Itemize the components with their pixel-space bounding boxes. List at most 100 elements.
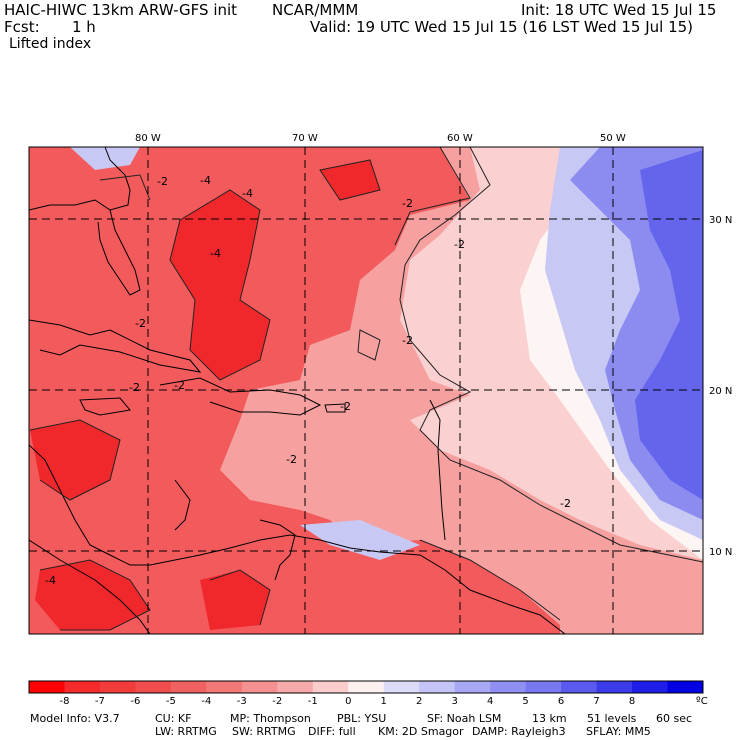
- footer-item: DAMP: Rayleigh3: [472, 725, 566, 738]
- colorbar-tick-label: -4: [201, 696, 211, 707]
- colorbar-tick-label: -5: [166, 696, 176, 707]
- colorbar-tick-label: -8: [60, 696, 70, 707]
- contour-label: -2: [129, 381, 140, 394]
- footer-item: SFLAY: MM5: [586, 725, 651, 738]
- lon-label-80w: 80 W: [135, 133, 161, 144]
- colorbar-swatch: [561, 681, 598, 693]
- colorbar-tick-label: -2: [272, 696, 282, 707]
- fcst-value: 1 h: [72, 18, 96, 36]
- deep-red-region: [170, 190, 270, 380]
- org-label: NCAR/MMM: [272, 1, 359, 19]
- lon-label-70w: 70 W: [292, 133, 318, 144]
- footer-item: LW: RRTMG: [155, 725, 217, 738]
- colorbar-swatch: [525, 681, 562, 693]
- field-name: Lifted index: [9, 36, 92, 52]
- red-region: [29, 147, 560, 634]
- footer-item: 60 sec: [656, 712, 693, 725]
- colorbar-ticks: -8 -7 -6 -5 -4 -3 -2 -1 0 1 2 3 4 5 6 7 8: [60, 696, 636, 707]
- footer-item: SF: Noah LSM: [427, 712, 502, 725]
- lat-label-10n: 10 N: [709, 547, 732, 558]
- colorbar-tick-label: 3: [452, 696, 458, 707]
- map-frame: [28, 146, 704, 635]
- colorbar-swatch: [667, 681, 704, 693]
- lon-label-50w: 50 W: [600, 133, 626, 144]
- colorbar-frame: [28, 680, 704, 694]
- deep-blue-region: [635, 150, 703, 500]
- lat-label-20n: 20 N: [709, 386, 732, 397]
- colorbar-swatch: [206, 681, 243, 693]
- contour-label: -4: [242, 187, 253, 200]
- colorbar-tick-label: -6: [130, 696, 140, 707]
- colorbar-unit: ºC: [696, 696, 708, 707]
- colorbar-swatch: [348, 681, 385, 693]
- fcst-label: Fcst:: [4, 18, 40, 36]
- contour-label: -2: [157, 175, 168, 188]
- lat-lon-grid: [29, 147, 703, 634]
- footer-item: Model Info: V3.7: [30, 712, 120, 725]
- longitude-labels: 80 W 70 W 60 W 50 W: [135, 133, 626, 144]
- colorbar-swatch: [383, 681, 420, 693]
- colorbar: [28, 680, 704, 694]
- contour-lines: [29, 147, 703, 631]
- deep-red-region: [35, 560, 150, 630]
- contour-label: -2: [402, 334, 413, 347]
- deep-red-region: [30, 420, 120, 500]
- colorbar-tick-label: 0: [345, 696, 351, 707]
- deep-red-region: [320, 160, 380, 200]
- valid-time: Valid: 19 UTC Wed 15 Jul 15 (16 LST Wed …: [310, 18, 694, 36]
- contour-label: -4: [200, 174, 211, 187]
- contour-label: -2: [135, 317, 146, 330]
- footer-item: 13 km: [532, 712, 567, 725]
- footer-item: KM: 2D Smagor: [378, 725, 464, 738]
- colorbar-tick-label: 8: [629, 696, 635, 707]
- colorbar-tick-label: 7: [593, 696, 599, 707]
- colorbar-swatch: [64, 681, 101, 693]
- colorbar-tick-label: 5: [522, 696, 528, 707]
- lat-label-30n: 30 N: [709, 215, 732, 226]
- colorbar-swatch: [277, 681, 314, 693]
- colorbar-tick-label: -1: [308, 696, 318, 707]
- contour-label: -2: [286, 453, 297, 466]
- colorbar-tick-label: -7: [95, 696, 105, 707]
- light-blue-region: [300, 520, 420, 560]
- coastlines: [29, 147, 566, 634]
- colorbar-swatch: [241, 681, 278, 693]
- colorbar-tick-label: 6: [558, 696, 564, 707]
- lon-label-60w: 60 W: [447, 133, 473, 144]
- contour-label: -4: [45, 574, 56, 587]
- colorbar-tick-label: 2: [416, 696, 422, 707]
- footer-item: PBL: YSU: [337, 712, 387, 725]
- colorbar-swatch: [419, 681, 456, 693]
- model-title: HAIC-HIWC 13km ARW-GFS init: [4, 1, 238, 19]
- light-blue-region: [70, 147, 140, 170]
- colorbar-swatch: [454, 681, 491, 693]
- footer-item: MP: Thompson: [230, 712, 311, 725]
- map-field: -2 -4 -4 -4 -2 -2 -2 -2 -2 -2 -2 -2 -2 -4: [29, 147, 703, 634]
- contour-label: -4: [210, 247, 221, 260]
- colorbar-swatch: [490, 681, 527, 693]
- latitude-labels: 30 N 20 N 10 N: [709, 215, 732, 558]
- deep-red-region: [200, 570, 270, 630]
- colorbar-swatch: [135, 681, 172, 693]
- contour-label: -2: [402, 197, 413, 210]
- contour-label: -2: [174, 379, 185, 392]
- contour-label: -2: [340, 400, 351, 413]
- colorbar-tick-label: -3: [237, 696, 247, 707]
- footer-item: SW: RRTMG: [232, 725, 296, 738]
- colorbar-tick-label: 1: [381, 696, 387, 707]
- colorbar-swatch: [312, 681, 349, 693]
- contour-label: -2: [454, 238, 465, 251]
- colorbar-tick-label: 4: [487, 696, 493, 707]
- footer-item: DIFF: full: [308, 725, 356, 738]
- contour-label-group: -2 -4 -4 -4 -2 -2 -2 -2 -2 -2 -2 -2 -2 -4: [45, 174, 571, 587]
- colorbar-swatch: [29, 681, 65, 693]
- footer-item: 51 levels: [587, 712, 637, 725]
- colorbar-swatch: [170, 681, 207, 693]
- colorbar-swatch: [99, 681, 136, 693]
- colorbar-swatch: [596, 681, 633, 693]
- contour-label: -2: [560, 497, 571, 510]
- colorbar-swatch: [632, 681, 669, 693]
- init-time: Init: 18 UTC Wed 15 Jul 15: [521, 1, 717, 19]
- footer-item: CU: KF: [155, 712, 192, 725]
